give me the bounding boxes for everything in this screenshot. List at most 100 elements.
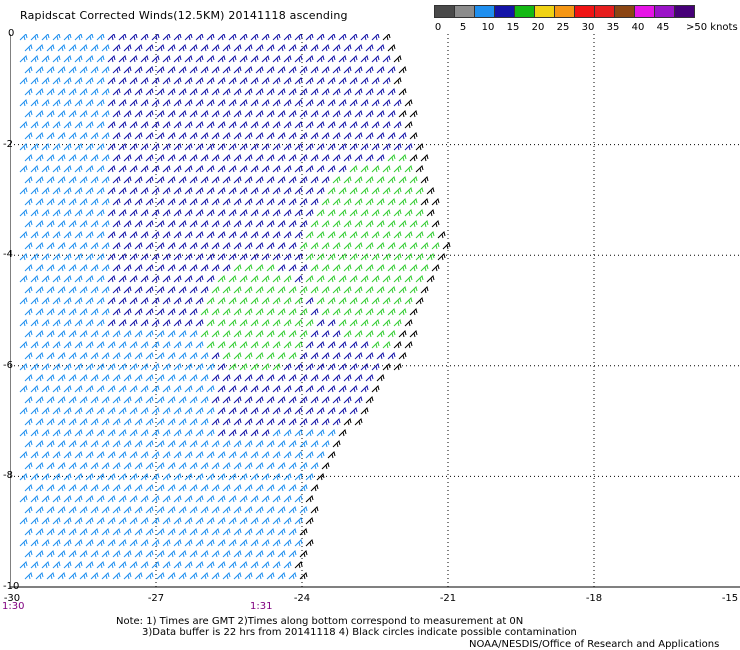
- wind-barb: [316, 363, 325, 371]
- wind-barb: [112, 110, 121, 118]
- wind-barb: [90, 132, 99, 140]
- wind-barb: [349, 55, 358, 63]
- wind-barb: [140, 55, 149, 63]
- wind-barb: [376, 242, 385, 250]
- wind-barb: [398, 352, 407, 360]
- wind-barb: [272, 561, 281, 569]
- wind-barb: [46, 418, 55, 426]
- wind-barb: [200, 484, 209, 492]
- wind-barb: [382, 275, 391, 283]
- wind-barb: [409, 330, 418, 338]
- wind-barb: [376, 66, 385, 74]
- wind-barb: [349, 297, 358, 305]
- wind-barb: [294, 275, 303, 283]
- wind-barb: [338, 253, 347, 261]
- wind-barb: [261, 253, 270, 261]
- wind-barb: [222, 176, 231, 184]
- wind-barb: [52, 341, 61, 349]
- wind-barb: [266, 220, 275, 228]
- wind-barb: [360, 34, 369, 41]
- wind-barb: [244, 330, 253, 338]
- wind-barb: [233, 88, 242, 96]
- wind-barb: [96, 253, 105, 261]
- wind-barb: [96, 99, 105, 107]
- wind-barb: [195, 341, 204, 349]
- wind-barb: [96, 363, 105, 371]
- wind-barb: [250, 429, 259, 437]
- wind-barb: [305, 407, 314, 415]
- wind-barb: [228, 495, 237, 503]
- wind-barb: [134, 484, 143, 492]
- wind-barb: [35, 440, 44, 448]
- wind-barb: [299, 440, 308, 448]
- wind-barb: [426, 187, 435, 195]
- wind-barb: [200, 154, 209, 162]
- wind-barb: [222, 506, 231, 514]
- wind-barb: [52, 34, 61, 41]
- wind-barb: [299, 110, 308, 118]
- wind-barb: [134, 110, 143, 118]
- wind-barb: [316, 275, 325, 283]
- wind-barb: [431, 220, 440, 228]
- wind-barb: [178, 374, 187, 382]
- wind-barb: [189, 330, 198, 338]
- wind-barb: [57, 462, 66, 470]
- wind-barb: [118, 473, 127, 481]
- wind-barb: [118, 77, 127, 85]
- wind-barb: [338, 143, 347, 151]
- wind-barb: [266, 396, 275, 404]
- latitude-tick-label: -8: [3, 470, 13, 482]
- wind-barb: [222, 396, 231, 404]
- wind-barb: [349, 319, 358, 327]
- wind-barb: [162, 473, 171, 481]
- wind-barb: [404, 165, 413, 173]
- wind-barb: [30, 385, 39, 393]
- wind-barb: [173, 55, 182, 63]
- wind-barb: [68, 286, 77, 294]
- wind-barb: [294, 231, 303, 239]
- wind-barb: [79, 308, 88, 316]
- wind-barb: [156, 88, 165, 96]
- wind-barb: [63, 253, 72, 261]
- wind-barb: [206, 451, 215, 459]
- wind-barb: [250, 495, 259, 503]
- wind-barb: [217, 77, 226, 85]
- wind-barb: [112, 242, 121, 250]
- wind-barb: [63, 319, 72, 327]
- wind-barb: [134, 220, 143, 228]
- wind-barb: [228, 363, 237, 371]
- wind-barb: [107, 253, 116, 261]
- wind-barb: [112, 286, 121, 294]
- wind-barb: [112, 44, 121, 52]
- wind-barb: [222, 286, 231, 294]
- wind-barb: [365, 66, 374, 74]
- wind-barb: [79, 440, 88, 448]
- wind-barb: [277, 242, 286, 250]
- wind-barb: [123, 242, 132, 250]
- wind-barb: [145, 484, 154, 492]
- wind-barb: [118, 319, 127, 327]
- wind-barb: [409, 242, 418, 250]
- wind-barb: [195, 77, 204, 85]
- wind-barb: [35, 484, 44, 492]
- wind-barb: [277, 330, 286, 338]
- wind-barb: [288, 66, 297, 74]
- wind-barb: [112, 374, 121, 382]
- wind-barb: [393, 341, 402, 349]
- wind-barb: [35, 330, 44, 338]
- wind-barb: [233, 176, 242, 184]
- wind-barb: [250, 539, 259, 547]
- wind-barb: [118, 539, 127, 547]
- wind-barb: [101, 110, 110, 118]
- wind-barb: [239, 275, 248, 283]
- wind-barb: [310, 330, 319, 338]
- wind-barb: [393, 209, 402, 217]
- wind-barb: [151, 55, 160, 63]
- wind-barb: [24, 418, 33, 426]
- wind-barb: [294, 297, 303, 305]
- longitude-tick-label: -27: [147, 593, 165, 604]
- wind-barb: [222, 374, 231, 382]
- wind-barb: [195, 55, 204, 63]
- wind-barb: [200, 220, 209, 228]
- wind-barb: [52, 407, 61, 415]
